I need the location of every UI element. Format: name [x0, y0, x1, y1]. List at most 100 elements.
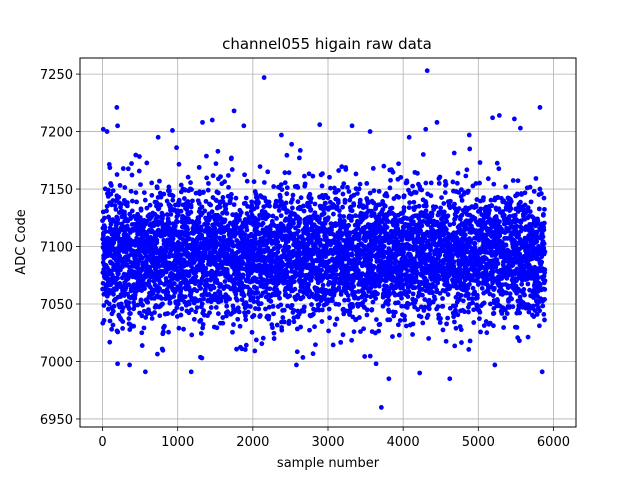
data-point — [135, 211, 141, 217]
data-point — [440, 296, 445, 301]
data-point — [171, 281, 177, 286]
data-point — [376, 188, 382, 194]
data-point — [106, 301, 112, 307]
data-point — [267, 226, 273, 232]
data-point — [438, 205, 443, 211]
data-point — [323, 200, 328, 206]
data-point — [149, 192, 155, 198]
data-point — [224, 313, 229, 319]
data-point — [444, 321, 449, 327]
data-point — [243, 195, 249, 201]
data-point — [278, 302, 284, 308]
data-point — [296, 228, 301, 234]
data-point — [462, 309, 467, 315]
data-point — [131, 270, 137, 276]
data-point — [418, 314, 424, 320]
data-point — [118, 201, 124, 207]
data-point — [141, 190, 147, 196]
data-point — [213, 273, 218, 279]
data-point — [458, 292, 464, 298]
data-point — [423, 288, 429, 294]
data-point — [244, 178, 250, 184]
data-point — [449, 254, 455, 259]
data-point — [429, 211, 435, 217]
data-point — [242, 347, 248, 352]
data-point — [110, 280, 116, 285]
data-point — [423, 208, 429, 214]
data-point — [196, 165, 202, 170]
data-point — [415, 170, 420, 176]
data-point — [265, 169, 271, 175]
data-point — [395, 300, 401, 306]
data-point — [175, 212, 181, 218]
data-point — [227, 296, 233, 302]
data-point — [296, 155, 302, 161]
data-point — [203, 265, 209, 271]
data-point — [419, 287, 425, 292]
data-point — [243, 342, 249, 348]
data-point — [145, 299, 151, 305]
data-point — [215, 190, 221, 196]
data-point — [257, 164, 263, 170]
data-point — [418, 228, 423, 234]
data-point — [459, 340, 464, 345]
data-point — [202, 208, 208, 214]
data-point — [161, 329, 166, 335]
data-point — [370, 299, 376, 305]
data-point — [274, 322, 280, 328]
data-point — [189, 307, 194, 313]
data-point — [404, 216, 410, 221]
data-point — [445, 213, 451, 219]
data-point — [464, 167, 470, 173]
data-point — [310, 311, 316, 317]
data-point — [447, 286, 452, 292]
data-point — [163, 255, 168, 261]
data-point — [448, 198, 453, 204]
data-point — [339, 164, 345, 170]
data-point — [413, 190, 419, 195]
data-point — [347, 236, 353, 242]
data-point — [405, 268, 410, 274]
data-point — [214, 325, 220, 331]
data-point — [386, 309, 392, 315]
data-point — [470, 300, 475, 306]
data-point — [176, 325, 182, 331]
data-point — [397, 318, 403, 323]
data-point — [412, 285, 418, 291]
data-point — [453, 303, 459, 309]
data-point — [472, 241, 478, 246]
data-point — [101, 303, 107, 308]
data-point — [396, 332, 402, 338]
data-point — [441, 209, 447, 215]
data-point — [370, 166, 376, 171]
data-point — [154, 185, 160, 191]
data-point — [142, 197, 148, 203]
data-point — [311, 249, 317, 255]
data-point — [401, 193, 407, 199]
data-point — [469, 296, 475, 302]
data-point — [406, 205, 412, 211]
data-point — [253, 337, 259, 343]
data-point — [103, 229, 109, 234]
data-point — [155, 257, 161, 263]
data-point — [221, 234, 227, 240]
data-point — [452, 319, 457, 325]
data-point — [368, 257, 374, 263]
data-point — [284, 152, 290, 158]
data-point — [156, 229, 162, 234]
data-point — [120, 326, 126, 331]
data-point — [104, 208, 109, 214]
data-point — [466, 309, 471, 315]
data-point — [292, 279, 297, 284]
data-point — [266, 213, 272, 219]
data-point — [204, 175, 210, 181]
data-point — [206, 245, 212, 251]
data-point — [410, 183, 416, 189]
data-point — [452, 343, 458, 349]
data-point — [243, 313, 248, 319]
data-point — [167, 220, 172, 226]
data-point — [125, 166, 131, 172]
data-point — [317, 216, 322, 222]
data-point — [384, 224, 390, 230]
data-point — [220, 195, 226, 200]
